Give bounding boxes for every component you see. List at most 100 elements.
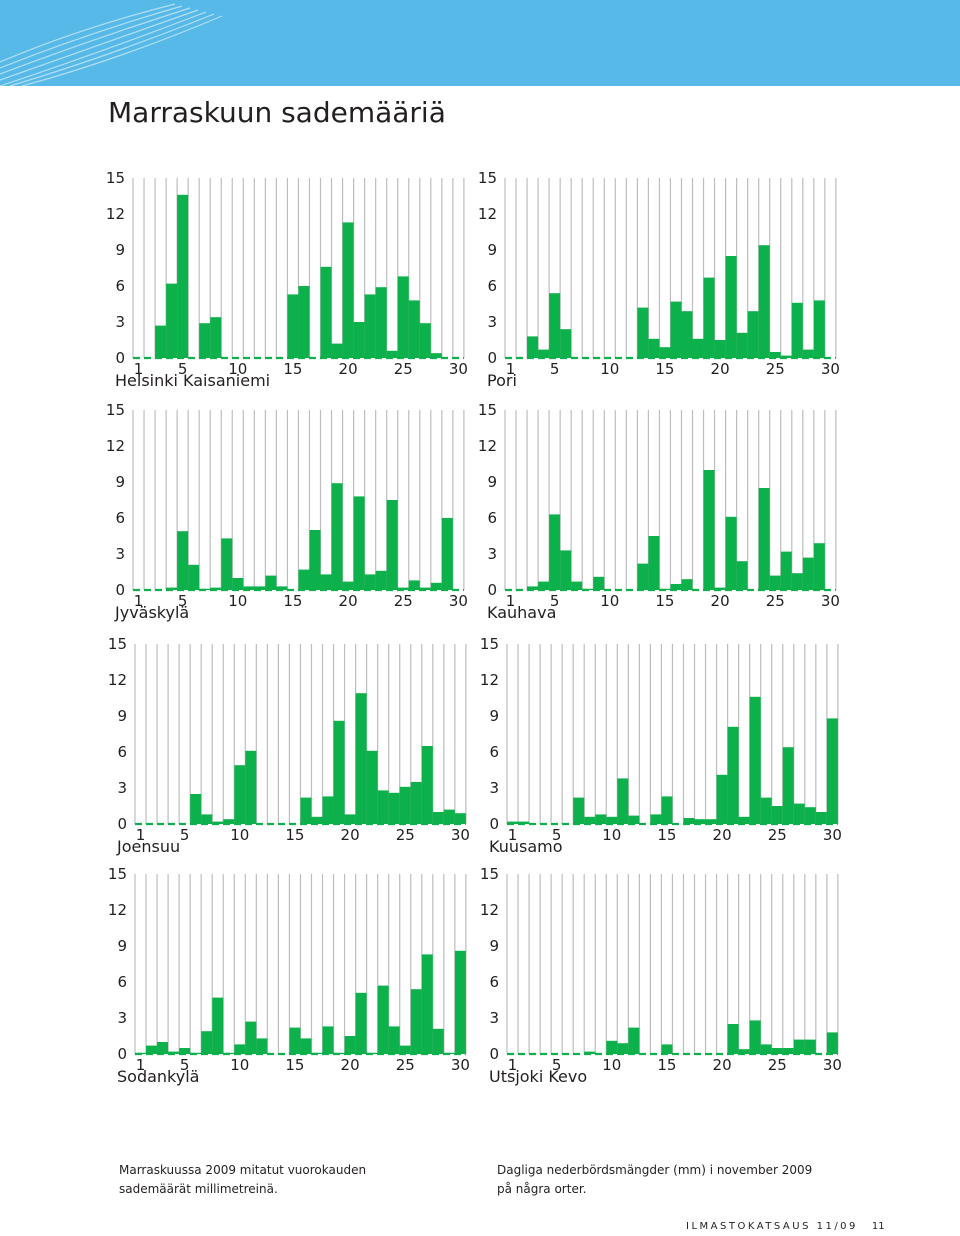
y-tick-label: 12 <box>108 901 127 919</box>
bar-sodankyla-day-7 <box>201 1031 213 1054</box>
bar-joensuu-day-17 <box>311 816 323 824</box>
bar-utsjoki-kevo-day-26 <box>782 1048 794 1054</box>
bar-jyvaskyla-day-29 <box>441 518 453 590</box>
bar-jyvaskyla-day-4 <box>166 587 178 590</box>
bar-sodankyla-day-5 <box>179 1048 191 1054</box>
x-tick-label: 1 <box>136 826 146 844</box>
bar-helsinki-kaisaniemi-day-4 <box>166 283 178 358</box>
bar-sodankyla-day-23 <box>377 985 389 1054</box>
y-tick-label: 0 <box>117 1045 127 1063</box>
bar-pori-day-13 <box>637 307 649 358</box>
bar-utsjoki-kevo-day-8 <box>584 1051 596 1054</box>
bar-helsinki-kaisaniemi-day-3 <box>155 325 167 358</box>
x-tick-label: 5 <box>552 826 562 844</box>
bar-pori-day-18 <box>692 338 704 358</box>
bar-joensuu-day-9 <box>223 819 235 824</box>
bar-kuusamo-day-1 <box>507 821 519 824</box>
bar-kuusamo-day-7 <box>573 797 585 824</box>
bar-kuusamo-day-22 <box>738 816 750 824</box>
x-tick-label: 15 <box>283 360 302 378</box>
bar-jyvaskyla-day-23 <box>375 570 387 590</box>
bar-kuusamo-day-21 <box>727 726 739 824</box>
y-tick-label: 15 <box>106 401 125 419</box>
x-tick-label: 30 <box>451 826 470 844</box>
y-tick-label: 3 <box>115 545 125 563</box>
bar-utsjoki-kevo-day-15 <box>661 1044 673 1054</box>
bar-sodankyla-day-28 <box>432 1028 444 1054</box>
bar-kuusamo-day-10 <box>606 816 618 824</box>
station-name: Joensuu <box>116 837 180 856</box>
bar-pori-day-16 <box>670 301 682 358</box>
bar-joensuu-day-24 <box>388 792 400 824</box>
station-name: Sodankylä <box>117 1067 199 1086</box>
y-tick-label: 3 <box>117 1009 127 1027</box>
bar-pori-day-14 <box>648 338 660 358</box>
bar-kauhava-day-28 <box>802 557 814 590</box>
x-tick-label: 25 <box>766 360 785 378</box>
x-tick-label: 10 <box>600 360 619 378</box>
y-tick-label: 0 <box>487 349 497 367</box>
x-tick-label: 5 <box>180 826 190 844</box>
bar-kuusamo-day-8 <box>584 816 596 824</box>
y-tick-label: 3 <box>487 545 497 563</box>
bar-kauhava-day-22 <box>736 561 748 590</box>
x-tick-label: 30 <box>821 592 840 610</box>
bar-jyvaskyla-day-19 <box>331 483 343 590</box>
x-tick-label: 25 <box>394 360 413 378</box>
y-tick-label: 9 <box>115 473 125 491</box>
bar-pori-day-25 <box>769 352 781 358</box>
y-tick-label: 9 <box>117 707 127 725</box>
bar-pori-day-28 <box>802 349 814 358</box>
bar-jyvaskyla-day-20 <box>342 581 354 590</box>
bar-helsinki-kaisaniemi-day-5 <box>177 194 189 358</box>
bar-sodankyla-day-21 <box>355 992 367 1054</box>
station-name: Kauhava <box>487 603 556 622</box>
bar-pori-day-26 <box>780 355 792 358</box>
bar-utsjoki-kevo-day-27 <box>793 1039 805 1054</box>
bar-helsinki-kaisaniemi-day-23 <box>375 287 387 358</box>
bar-jyvaskyla-day-18 <box>320 574 332 590</box>
bar-jyvaskyla-day-5 <box>177 531 189 590</box>
bar-pori-day-21 <box>725 256 737 358</box>
x-tick-label: 10 <box>602 826 621 844</box>
bar-utsjoki-kevo-day-23 <box>749 1020 761 1054</box>
y-tick-label: 3 <box>115 313 125 331</box>
bar-joensuu-day-8 <box>212 821 224 824</box>
x-tick-label: 10 <box>228 592 247 610</box>
y-tick-label: 9 <box>487 473 497 491</box>
bar-jyvaskyla-day-8 <box>210 587 222 590</box>
footer-publication: ILMASTOKATSAUS 11/09 <box>686 1221 858 1232</box>
x-tick-label: 5 <box>550 592 560 610</box>
bar-joensuu-day-22 <box>366 750 378 824</box>
bar-joensuu-day-11 <box>245 750 257 824</box>
bar-joensuu-day-16 <box>300 797 312 824</box>
x-tick-label: 1 <box>134 360 144 378</box>
bar-kauhava-day-3 <box>527 586 539 590</box>
bar-joensuu-day-20 <box>344 814 356 824</box>
bar-kuusamo-day-11 <box>617 778 629 824</box>
bar-kuusamo-day-2 <box>518 821 530 824</box>
bar-kuusamo-day-25 <box>771 806 783 824</box>
bar-kuusamo-day-29 <box>815 812 827 824</box>
bar-kauhava-day-19 <box>703 470 715 590</box>
y-tick-label: 6 <box>487 277 497 295</box>
y-tick-label: 6 <box>115 277 125 295</box>
bar-sodankyla-day-24 <box>388 1026 400 1054</box>
bar-joensuu-day-7 <box>201 814 213 824</box>
bar-utsjoki-kevo-day-25 <box>771 1048 783 1054</box>
x-tick-label: 15 <box>285 1056 304 1074</box>
bar-kuusamo-day-15 <box>661 796 673 824</box>
x-tick-label: 1 <box>134 592 144 610</box>
station-name: Pori <box>487 371 517 390</box>
bar-sodankyla-day-8 <box>212 997 224 1054</box>
bar-kauhava-day-24 <box>758 488 770 590</box>
bar-kuusamo-day-30 <box>826 718 838 824</box>
bar-joensuu-day-27 <box>421 746 433 824</box>
y-tick-label: 0 <box>115 581 125 599</box>
bar-helsinki-kaisaniemi-day-8 <box>210 317 222 358</box>
bar-joensuu-day-25 <box>399 786 411 824</box>
bar-kauhava-day-6 <box>560 550 572 590</box>
x-tick-label: 15 <box>657 1056 676 1074</box>
